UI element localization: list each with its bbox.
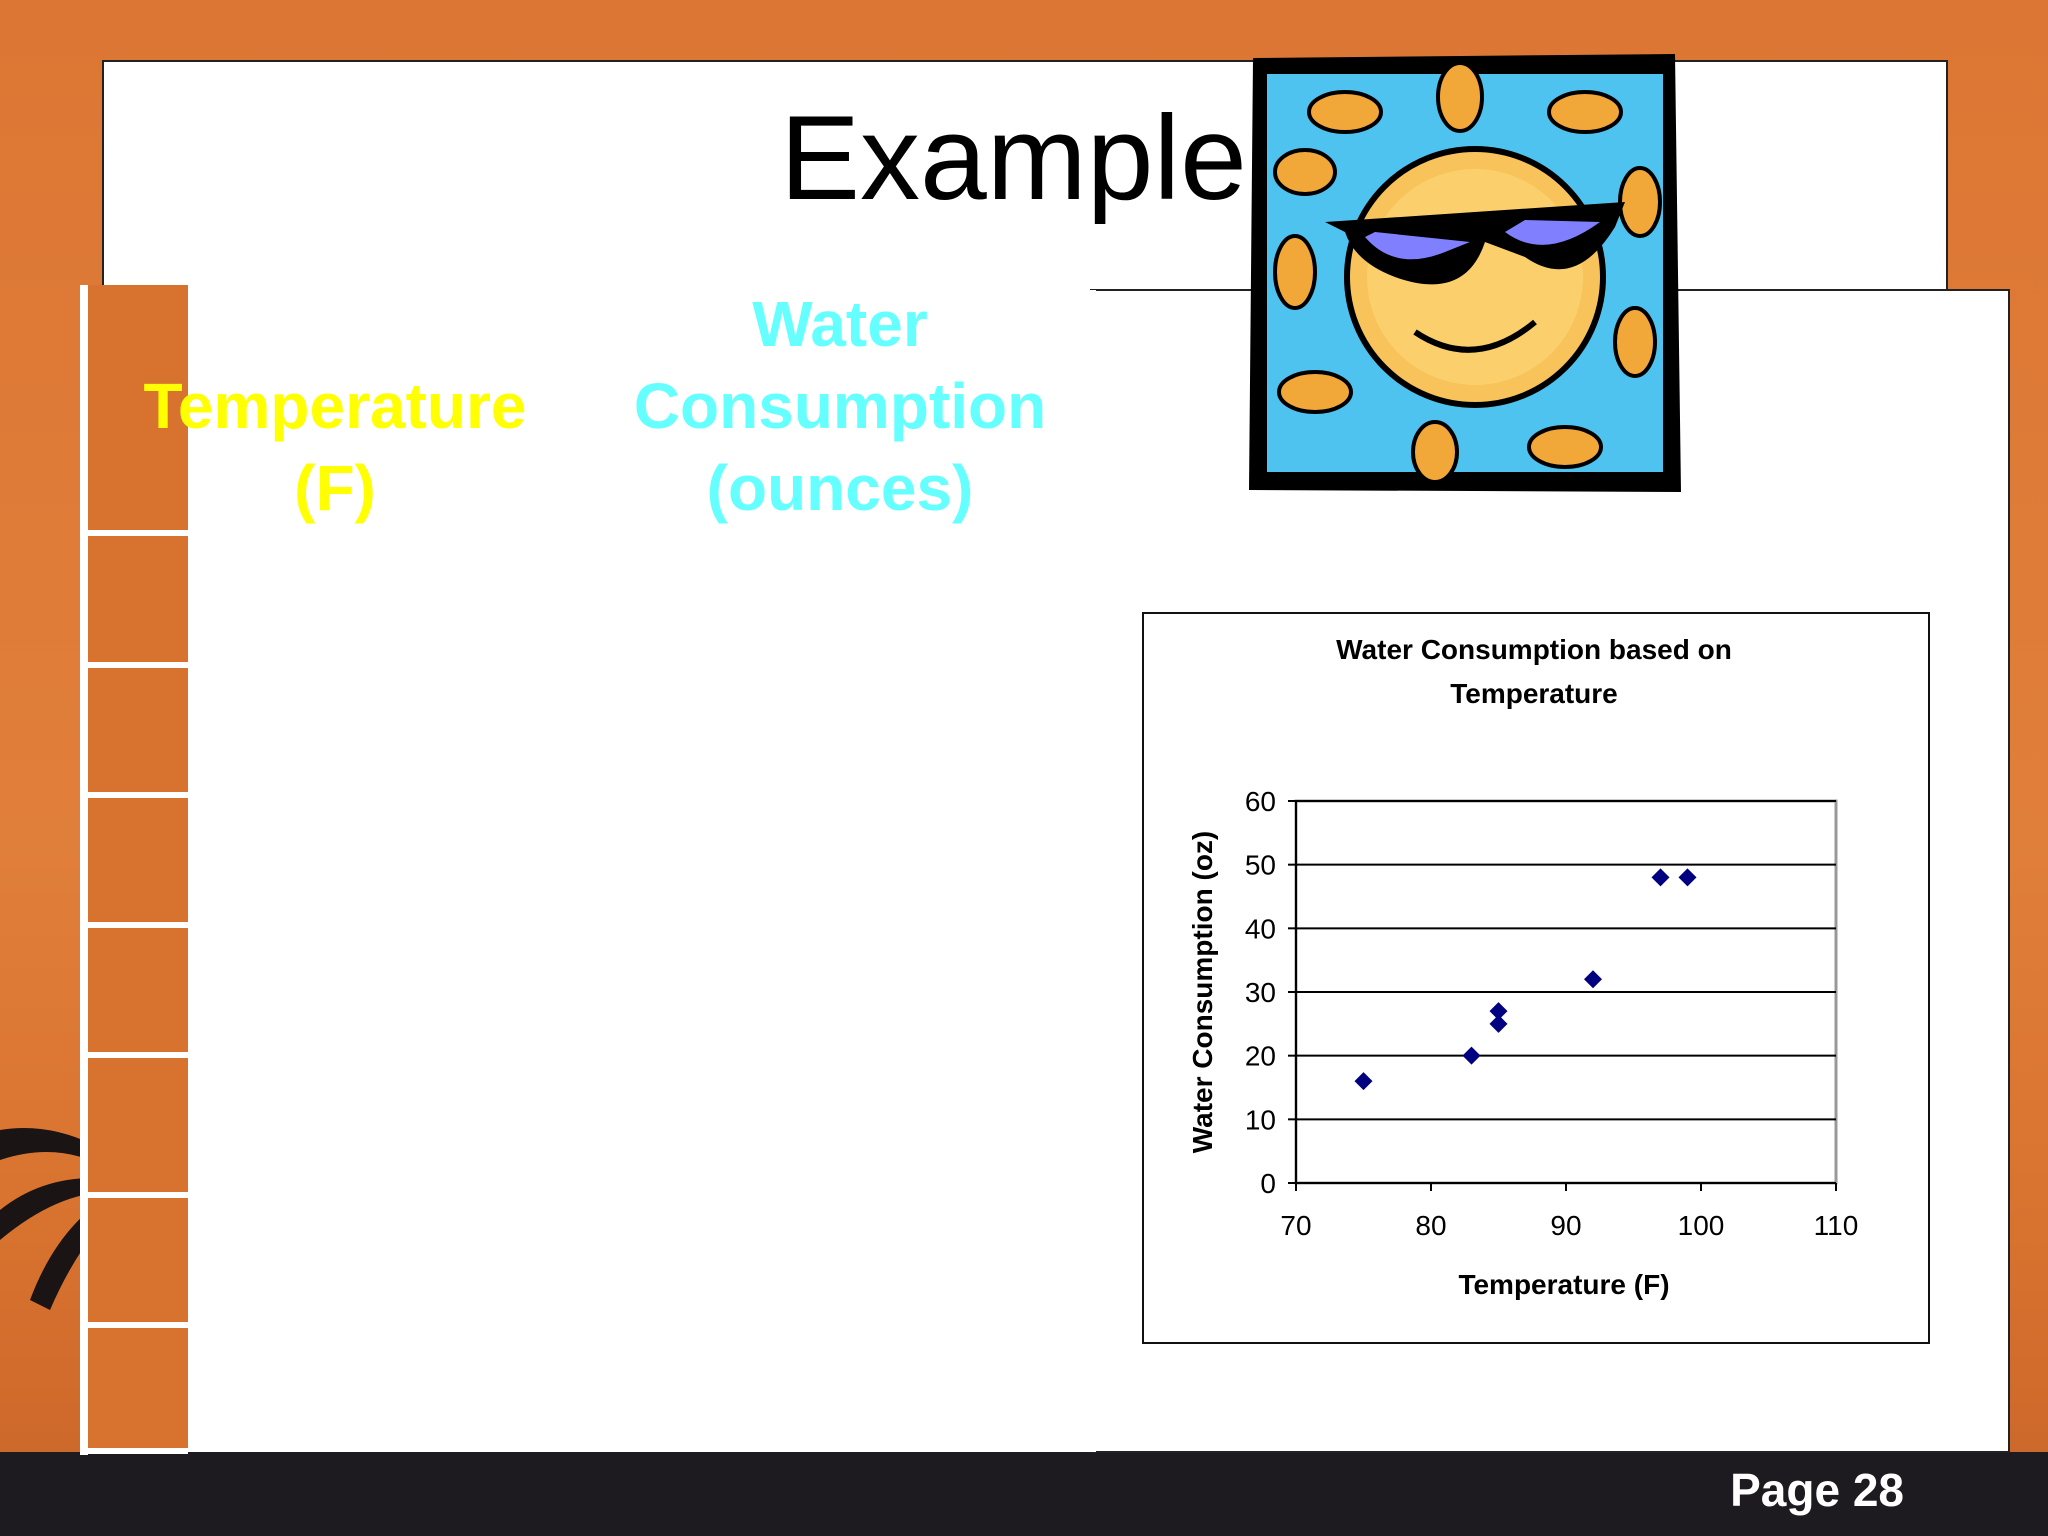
scatter-chart: Water Consumption based on Temperature 0… <box>1187 634 1859 1300</box>
x-axis-label: Temperature (F) <box>1458 1269 1669 1300</box>
table-row-divider <box>88 1192 188 1198</box>
table-row-divider <box>88 1448 188 1454</box>
data-point <box>1354 1072 1373 1091</box>
y-tick-label: 20 <box>1245 1041 1276 1072</box>
data-point <box>1651 868 1670 887</box>
page-number: Page 28 <box>1730 1464 1904 1516</box>
data-point <box>1584 970 1602 989</box>
y-tick-label: 0 <box>1260 1168 1276 1199</box>
x-tick-label: 80 <box>1415 1210 1446 1241</box>
table-row-divider <box>88 1052 188 1058</box>
data-point <box>1462 1046 1481 1065</box>
chart-title-line2: Temperature <box>1450 678 1618 709</box>
y-tick-label: 40 <box>1245 913 1276 944</box>
slide-title: Example <box>780 91 1247 225</box>
x-tick-label: 70 <box>1280 1210 1311 1241</box>
x-tick-label: 90 <box>1550 1210 1581 1241</box>
table-grid <box>80 285 198 1455</box>
table-area <box>188 290 1096 1452</box>
table-row-divider <box>88 922 188 928</box>
y-tick-label: 60 <box>1245 786 1276 817</box>
y-tick-label: 10 <box>1245 1104 1276 1135</box>
column-header-water: Water Consumption (ounces) <box>633 288 1047 524</box>
table-row-divider <box>88 662 188 668</box>
chart-title-line1: Water Consumption based on <box>1336 634 1732 665</box>
table-left-strip <box>88 285 188 1450</box>
x-tick-label: 100 <box>1678 1210 1725 1241</box>
data-point <box>1489 1014 1508 1033</box>
data-point <box>1489 1002 1508 1021</box>
sun-with-sunglasses-icon <box>1245 52 1685 496</box>
table-row-divider <box>88 1322 188 1328</box>
table-row-divider <box>88 792 188 798</box>
data-point <box>1678 868 1697 887</box>
chart-frame: Water Consumption based on Temperature 0… <box>1142 612 1930 1344</box>
footer-bar <box>0 1452 2048 1536</box>
y-tick-label: 50 <box>1245 850 1276 881</box>
y-axis-label: Water Consumption (oz) <box>1187 831 1218 1153</box>
y-tick-label: 30 <box>1245 977 1276 1008</box>
table-row-divider <box>88 530 188 536</box>
x-tick-label: 110 <box>1814 1210 1859 1241</box>
column-header-temperature: Temperature (F) <box>143 370 527 524</box>
